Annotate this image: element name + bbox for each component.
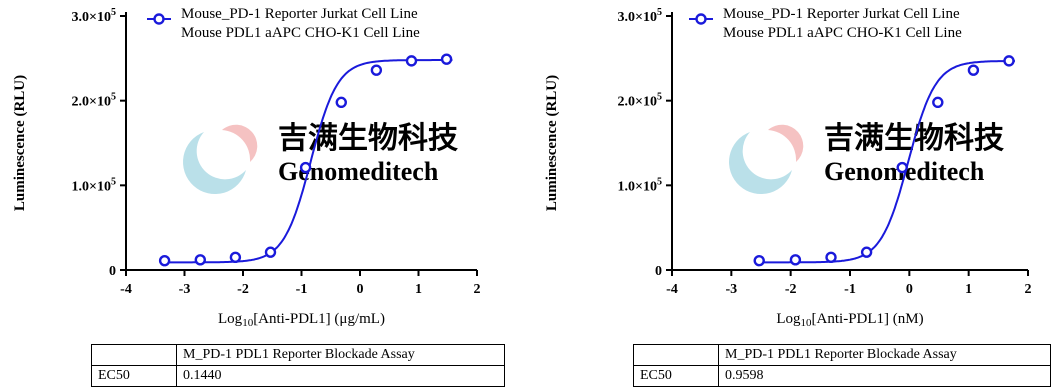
ec50-label-cell: EC50 xyxy=(633,365,719,387)
watermark-text-cn: 吉满生物科技 xyxy=(278,122,458,155)
y-tick-label: 0 xyxy=(655,264,662,279)
x-tick-label: -4 xyxy=(666,282,678,297)
data-point xyxy=(335,96,347,109)
fit-curve xyxy=(759,60,1015,264)
table-row: EC50 0.1440 xyxy=(91,365,505,387)
legend: Mouse_PD-1 Reporter Jurkat Cell Line Mous… xyxy=(147,6,420,41)
legend-entry: Mouse_PD-1 Reporter Jurkat Cell Line xyxy=(723,6,960,22)
table-header-empty-cell xyxy=(633,344,719,366)
x-tick-label: -1 xyxy=(844,282,856,297)
ec50-label-cell: EC50 xyxy=(91,365,177,387)
table-header-cell: M_PD-1 PDL1 Reporter Blockade Assay xyxy=(718,344,1051,366)
watermark-swoosh-red xyxy=(768,124,804,162)
ec50-table: M_PD-1 PDL1 Reporter Blockade Assay EC50… xyxy=(633,344,1051,387)
ec50-table: M_PD-1 PDL1 Reporter Blockade Assay EC50… xyxy=(91,344,505,387)
watermark-swoosh-blue xyxy=(729,132,792,195)
table-header-cell: M_PD-1 PDL1 Reporter Blockade Assay xyxy=(176,344,505,366)
data-point xyxy=(967,64,980,76)
legend-entry: Mouse PDL1 aAPC CHO-K1 Cell Line xyxy=(181,25,420,41)
data-point xyxy=(932,96,944,109)
table-header-empty-cell xyxy=(91,344,177,366)
table-header-row: M_PD-1 PDL1 Reporter Blockade Assay xyxy=(91,344,505,366)
data-point xyxy=(860,246,873,258)
data-point xyxy=(194,254,206,266)
data-point xyxy=(158,254,171,267)
legend-marker xyxy=(153,13,165,25)
x-tick-label: -3 xyxy=(725,282,737,297)
data-point xyxy=(789,254,802,266)
y-tick-label: 3.0×105 xyxy=(72,7,116,25)
x-tick-label: 2 xyxy=(1025,282,1032,297)
y-tick-label: 1.0×105 xyxy=(618,176,662,194)
x-axis-label: Log10[Anti-PDL1] (μg/mL) xyxy=(218,311,385,329)
x-tick-label: 2 xyxy=(474,282,481,297)
y-axis-label: Luminescence (RLU) xyxy=(12,75,28,211)
y-axis-label: Luminescence (RLU) xyxy=(544,75,560,211)
data-point xyxy=(370,64,383,76)
table-row: EC50 0.9598 xyxy=(633,365,1051,387)
y-tick-label: 1.0×105 xyxy=(72,176,116,194)
data-point xyxy=(440,53,453,65)
y-tick-label: 2.0×105 xyxy=(618,92,662,110)
x-tick-label: -2 xyxy=(237,282,249,297)
data-point xyxy=(753,254,765,267)
x-axis-label: Log10[Anti-PDL1] (nM) xyxy=(776,311,923,329)
x-tick-label: 0 xyxy=(906,282,913,297)
data-point xyxy=(825,251,837,263)
data-point xyxy=(405,55,418,67)
legend-entry: Mouse PDL1 aAPC CHO-K1 Cell Line xyxy=(723,25,962,41)
legend-entry: Mouse_PD-1 Reporter Jurkat Cell Line xyxy=(181,6,418,22)
y-tick-label: 0 xyxy=(109,264,116,279)
x-tick-label: -1 xyxy=(296,282,308,297)
legend-marker xyxy=(695,13,707,25)
data-point xyxy=(229,251,242,263)
y-tick-label: 2.0×105 xyxy=(72,92,116,110)
watermark-swoosh-red xyxy=(222,124,258,162)
data-point xyxy=(299,161,312,174)
table-header-row: M_PD-1 PDL1 Reporter Blockade Assay xyxy=(633,344,1051,366)
ec50-value-cell: 0.9598 xyxy=(718,365,1051,387)
x-tick-label: -3 xyxy=(179,282,191,297)
data-point xyxy=(1003,55,1015,67)
legend: Mouse_PD-1 Reporter Jurkat Cell Line Mous… xyxy=(689,6,962,41)
ec50-value-cell: 0.1440 xyxy=(176,365,505,387)
y-tick-label: 3.0×105 xyxy=(618,7,662,25)
data-point xyxy=(896,161,908,174)
data-point xyxy=(264,246,277,258)
watermark-swoosh-blue xyxy=(183,132,246,195)
chart-panel-1: 吉满生物科技 Genomeditech -4 -3 -2 -1 0 1 2 0 1.0×105 2.0… xyxy=(0,0,531,392)
x-tick-label: 1 xyxy=(965,282,972,297)
x-tick-label: 1 xyxy=(415,282,422,297)
x-tick-label: -2 xyxy=(785,282,797,297)
x-tick-label: 0 xyxy=(357,282,364,297)
x-tick-label: -4 xyxy=(120,282,132,297)
